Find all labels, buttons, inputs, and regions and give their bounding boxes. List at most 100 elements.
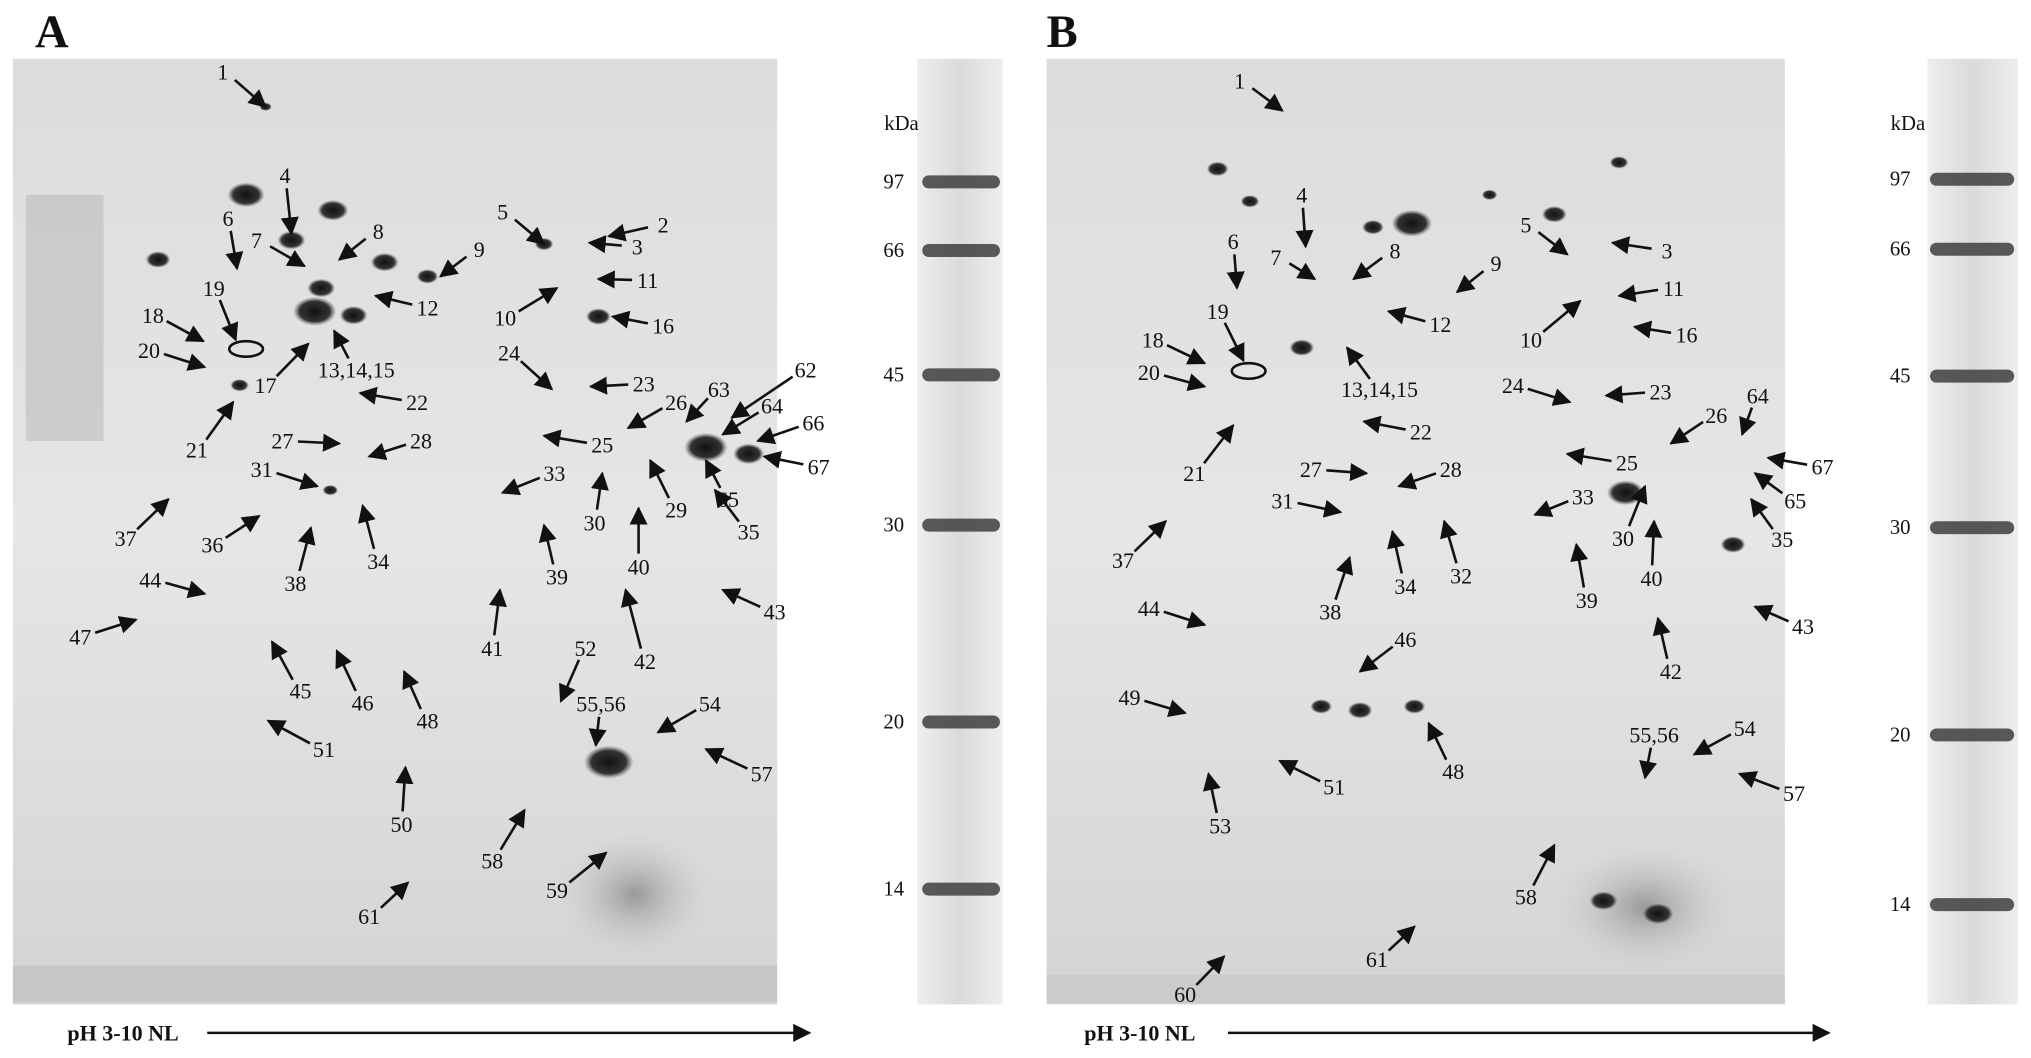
arrow	[656, 708, 697, 734]
ladder-band	[1929, 369, 2015, 383]
arrow	[499, 808, 526, 851]
arrow	[1533, 500, 1569, 518]
spot-label: 51	[313, 737, 335, 762]
gel-spot	[1541, 205, 1567, 223]
spot-label: 35	[1771, 527, 1793, 552]
arrow	[1542, 299, 1582, 333]
arrow	[762, 450, 804, 469]
ladder-band	[922, 368, 1000, 382]
arrow	[1226, 254, 1245, 290]
arrow	[1632, 320, 1672, 339]
arrow	[1297, 499, 1343, 518]
arrow	[1570, 542, 1589, 588]
arrow	[730, 375, 794, 419]
panel-letter: B	[1047, 6, 1078, 58]
arrow	[225, 230, 244, 271]
gel-spot	[227, 182, 265, 208]
spot-label: 48	[416, 708, 438, 733]
gel-spot	[1347, 702, 1373, 719]
spot-label: 6	[222, 206, 233, 231]
spot-label: 8	[373, 219, 384, 244]
arrow	[224, 514, 261, 539]
spot-label: 55,56	[1629, 723, 1679, 748]
gel-spot	[1481, 189, 1498, 200]
arrow	[373, 290, 413, 309]
gel-spot	[416, 269, 439, 284]
arrow	[395, 765, 414, 812]
gel-spot	[322, 484, 339, 496]
mw-marker: 30	[883, 515, 904, 537]
spot-label: 29	[665, 497, 687, 522]
spot-label: 4	[279, 163, 290, 188]
spot-label: 61	[1366, 947, 1388, 972]
spot-label: 49	[1118, 685, 1140, 710]
spot-label: 3	[632, 234, 643, 259]
arrow	[205, 400, 235, 441]
ladder-band	[1929, 172, 2015, 186]
arrow	[588, 376, 629, 395]
arrow	[438, 255, 468, 278]
arrow	[1753, 472, 1784, 495]
arrow	[94, 616, 138, 634]
gel-spot	[733, 443, 765, 465]
arrow	[607, 223, 649, 242]
spot-label: 47	[69, 624, 91, 649]
spot-label: 19	[1207, 299, 1229, 324]
arrow	[1753, 604, 1790, 623]
spot-label: 43	[1792, 614, 1814, 639]
arrow	[1288, 262, 1317, 281]
arrow	[1334, 555, 1354, 601]
arrow	[1166, 344, 1207, 365]
spot-label: 33	[1572, 484, 1594, 509]
gel-spot	[1720, 536, 1746, 553]
gel-spot	[230, 379, 249, 392]
gel-spot	[684, 432, 728, 462]
arrow	[1750, 497, 1774, 530]
spot-label: 51	[1323, 775, 1345, 800]
arrow	[713, 488, 740, 523]
spot-label: 30	[1612, 526, 1634, 551]
spot-circle	[1230, 361, 1267, 381]
arrow	[649, 458, 671, 499]
mw-marker: 66	[1890, 239, 1911, 261]
arrow	[1195, 955, 1226, 986]
spot-label: 7	[251, 228, 262, 253]
spot-label: 9	[474, 237, 485, 262]
gel-spot	[1362, 219, 1384, 235]
mw-marker: 97	[883, 171, 904, 193]
spot-label: 57	[1783, 781, 1805, 806]
arrow	[620, 588, 643, 649]
mw-marker: 97	[1890, 169, 1911, 191]
spot-label: 34	[367, 549, 389, 574]
ladder-band	[1929, 728, 2015, 742]
gel-spot	[1206, 161, 1229, 177]
spot-label: 67	[1811, 455, 1833, 480]
gel-backgrounds	[12, 58, 2019, 1005]
mw-marker: 30	[1890, 517, 1911, 539]
arrow	[1163, 373, 1207, 391]
arrow	[588, 716, 607, 748]
arrow	[1223, 322, 1245, 363]
arrow	[380, 881, 410, 909]
spot-label: 60	[1174, 982, 1196, 1007]
arrow	[1133, 519, 1168, 553]
spot-label: 43	[764, 600, 786, 625]
arrow	[1326, 463, 1369, 482]
spot-label: 19	[203, 276, 225, 301]
spot-label: 10	[494, 306, 516, 331]
spot-label: 42	[1660, 659, 1682, 684]
mw-marker: 14	[1890, 894, 1911, 916]
spot-label: 21	[186, 438, 208, 463]
spot-label: 66	[802, 411, 824, 436]
spot-label: 20	[138, 338, 160, 363]
ladder-band	[1929, 242, 2015, 256]
gel-spot	[583, 745, 634, 779]
arrow	[1251, 87, 1284, 112]
spot-label: 45	[290, 679, 312, 704]
gel-spot	[1642, 903, 1674, 925]
ladder-bands	[922, 172, 2015, 912]
gel-spot	[1310, 699, 1333, 714]
arrow	[333, 329, 350, 360]
spot-label: 10	[1520, 328, 1542, 353]
